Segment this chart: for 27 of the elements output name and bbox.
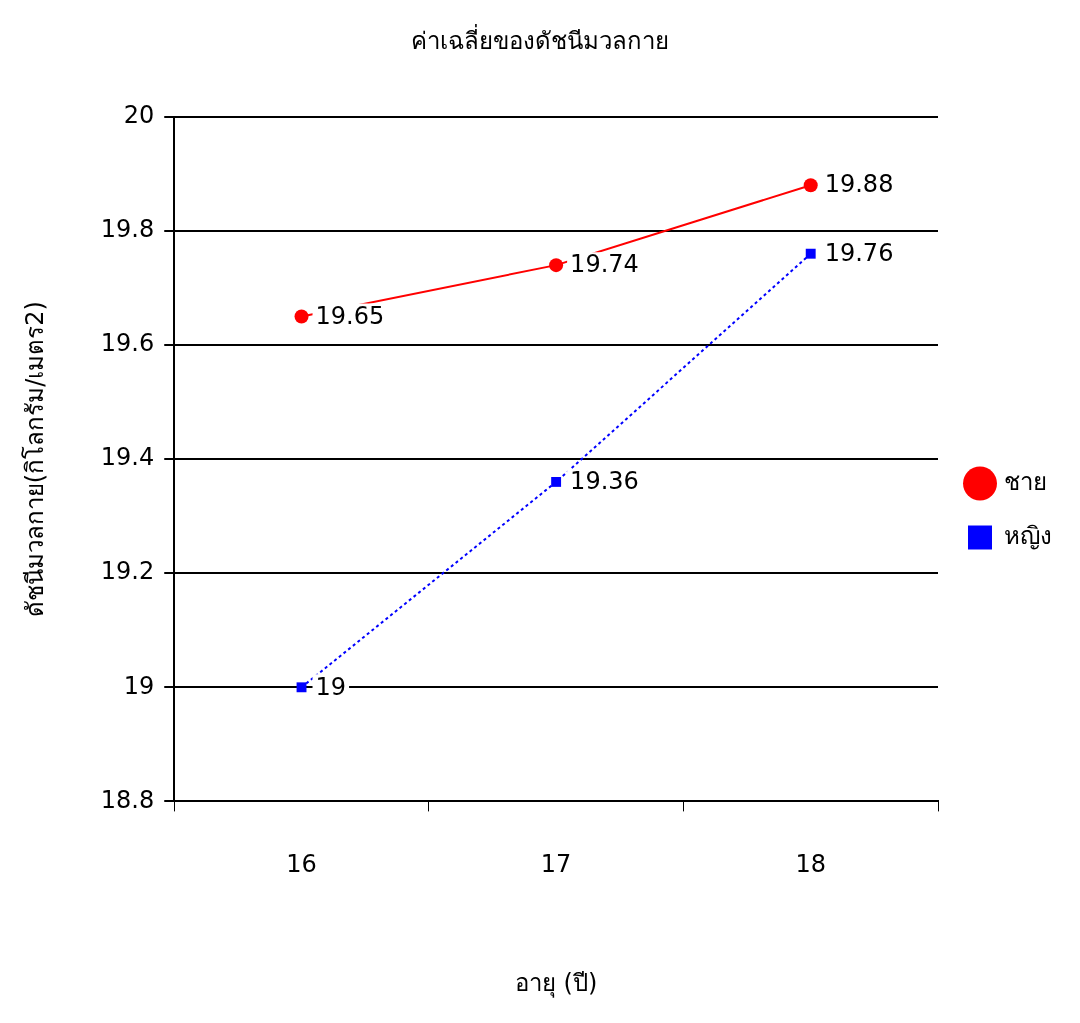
x-tick-label: 18 <box>795 850 826 879</box>
data-label: 19.65 <box>315 301 385 330</box>
y-tick-label: 19.8 <box>100 215 155 244</box>
y-axis-title: ดัชนีมวลกาย(กิโลกรัม/เมตร2) <box>20 301 49 618</box>
x-tick-label: 17 <box>540 850 572 879</box>
legend-label: ชาย <box>1004 467 1047 496</box>
data-label: 19.76 <box>824 238 894 267</box>
point <box>296 682 307 693</box>
x-axis-title: อายุ (ปี) <box>514 968 598 998</box>
y-tick-label: 19.6 <box>100 329 155 358</box>
legend-label: หญิง <box>1004 521 1052 550</box>
point <box>803 178 818 193</box>
point <box>549 258 564 273</box>
data-label: 19 <box>315 672 347 701</box>
data-label: 19.36 <box>570 467 639 496</box>
point <box>294 309 309 324</box>
y-tick-label: 18.8 <box>100 785 155 814</box>
data-label: 19.74 <box>570 250 639 279</box>
point <box>551 476 562 487</box>
chart-title: ค่าเฉลี่ยของดัชนีมวลกาย <box>411 23 669 55</box>
x-tick-label: 16 <box>286 850 317 879</box>
y-tick-label: 19.4 <box>100 443 155 472</box>
y-tick-label: 20 <box>123 101 155 130</box>
point <box>805 248 816 259</box>
y-tick-label: 19 <box>123 671 155 700</box>
y-tick-label: 19.2 <box>100 557 155 586</box>
data-label: 19.88 <box>824 170 894 199</box>
